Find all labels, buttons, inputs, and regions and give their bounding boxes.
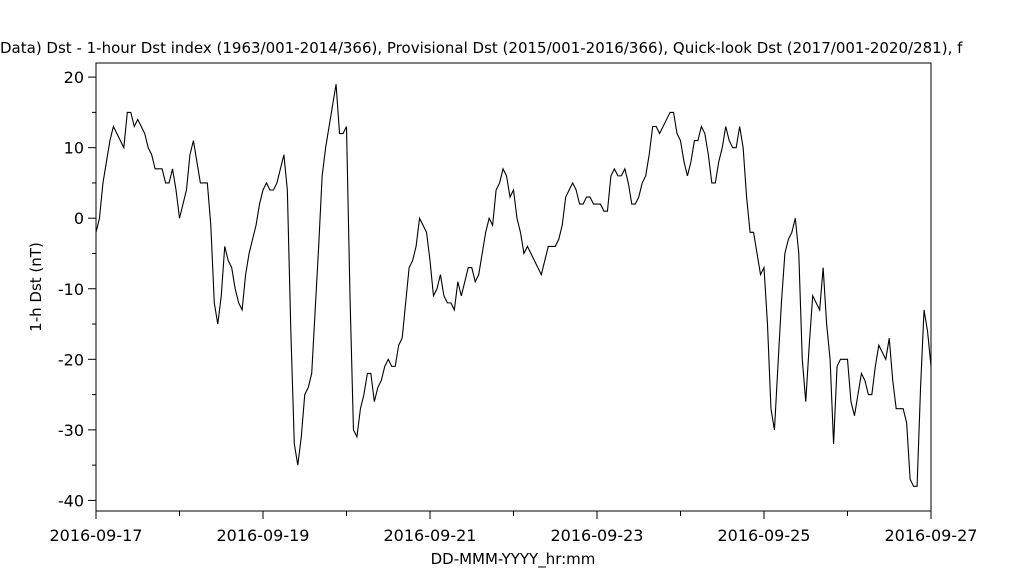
x-tick-label-2: 2016-09-21 bbox=[384, 526, 477, 545]
y-tick-label-5: -30 bbox=[58, 421, 84, 440]
dst-series-line bbox=[95, 84, 932, 487]
x-tick-label-5: 2016-09-27 bbox=[885, 526, 978, 545]
y-axis-label: 1-h Dst (nT) bbox=[27, 242, 45, 332]
x-tick-label-4: 2016-09-25 bbox=[718, 526, 811, 545]
chart-title: Data) Dst - 1-hour Dst index (1963/001-2… bbox=[0, 39, 963, 57]
x-axis: 2016-09-17 2016-09-19 2016-09-21 2016-09-23… bbox=[50, 511, 978, 545]
x-tick-label-0: 2016-09-17 bbox=[50, 526, 143, 545]
x-tick-label-3: 2016-09-23 bbox=[551, 526, 644, 545]
y-axis: 20 10 0 -10 -20 -30 -40 bbox=[58, 68, 96, 510]
x-axis-label: DD-MMM-YYYY_hr:mm bbox=[431, 550, 596, 569]
y-tick-label-3: -10 bbox=[58, 280, 84, 299]
y-tick-label-4: -20 bbox=[58, 350, 84, 369]
x-tick-label-1: 2016-09-19 bbox=[217, 526, 310, 545]
y-tick-label-0: 20 bbox=[64, 68, 84, 87]
y-tick-label-6: -40 bbox=[58, 491, 84, 510]
y-tick-label-1: 10 bbox=[64, 139, 84, 158]
plot-frame bbox=[95, 62, 932, 512]
y-tick-label-2: 0 bbox=[74, 209, 84, 228]
